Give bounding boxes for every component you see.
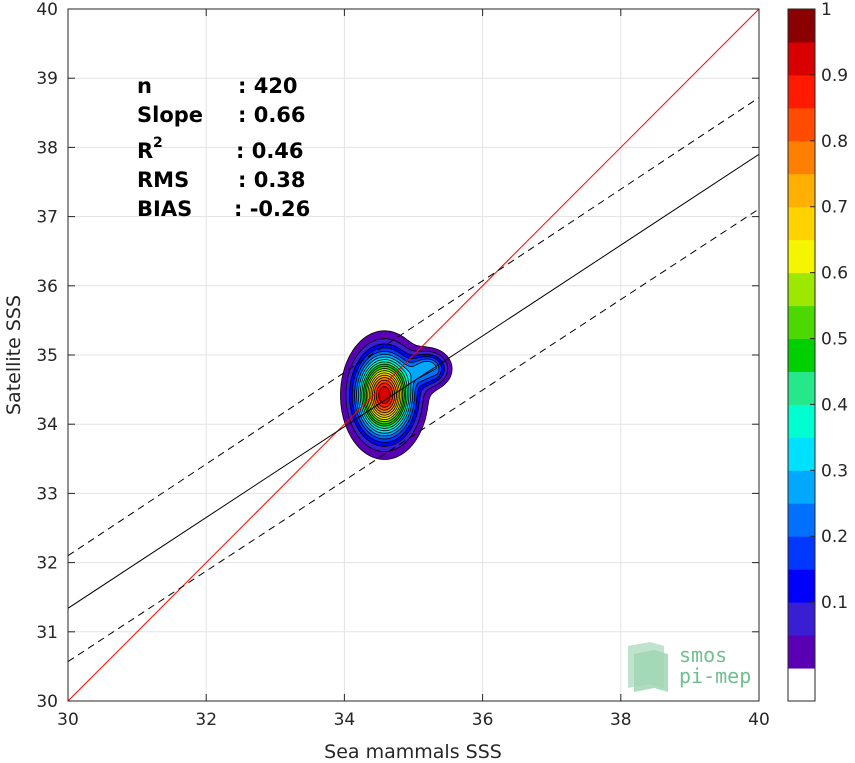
x-tick-label: 40	[748, 710, 770, 730]
colorbar-segment	[788, 305, 815, 340]
logo: smos pi-mep	[628, 642, 751, 692]
stat-label: RMS	[137, 168, 189, 192]
colorbar-segment	[788, 371, 815, 405]
colorbar-tick-label: 0.7	[821, 198, 848, 218]
y-tick-label: 32	[36, 554, 58, 574]
colorbar-segment	[788, 41, 815, 76]
colorbar-segment	[788, 272, 815, 307]
colorbar-segment	[788, 437, 815, 471]
colorbar-segment	[788, 470, 815, 504]
y-tick-label: 31	[36, 623, 58, 643]
y-tick-label: 37	[36, 208, 58, 228]
y-tick-label: 40	[36, 0, 58, 20]
colorbar-segment	[788, 404, 815, 438]
colorbar-segment	[788, 206, 815, 241]
colorbar-tick-label: 1	[821, 0, 832, 20]
colorbar-segment	[788, 635, 815, 669]
y-tick-label: 34	[36, 415, 58, 435]
colorbar-segment	[788, 173, 815, 208]
y-axis-ticks: 30 31 32 33 34 35 36 37 38 39 40	[36, 0, 759, 712]
stat-value: : 0.46	[236, 139, 304, 163]
regression-lower-line	[68, 208, 759, 662]
stat-label: BIAS	[137, 197, 192, 221]
colorbar-frame	[787, 8, 816, 702]
x-tick-label: 30	[57, 710, 79, 730]
regression-line	[68, 153, 759, 609]
stat-value: : 0.38	[238, 168, 306, 192]
y-tick-label: 33	[36, 484, 58, 504]
colorbar-segment	[788, 602, 815, 636]
colorbar-segment	[788, 9, 815, 43]
stat-label: R	[137, 139, 153, 163]
stat-value: : -0.26	[234, 197, 310, 221]
colorbar-tick-label: 0.5	[821, 330, 848, 350]
x-tick-label: 36	[472, 710, 494, 730]
stat-value: : 0.66	[238, 103, 306, 127]
y-tick-label: 38	[36, 138, 58, 158]
reference-lines	[68, 9, 759, 701]
y-tick-label: 36	[36, 277, 58, 297]
colorbar-tick-label: 0.1	[821, 593, 848, 613]
density-contours	[340, 330, 453, 460]
y-tick-label: 39	[36, 69, 58, 89]
colorbar-segment	[788, 536, 815, 570]
colorbar-segment	[788, 668, 815, 702]
colorbar-segment	[788, 569, 815, 603]
y-axis-label: Satellite SSS	[3, 295, 25, 415]
colorbar-segment	[788, 338, 815, 372]
colorbar-tick-label: 0.9	[821, 66, 848, 86]
stat-label: n	[137, 74, 152, 98]
x-tick-label: 34	[334, 710, 356, 730]
x-tick-label: 38	[610, 710, 632, 730]
colorbar-tick-label: 0.6	[821, 264, 848, 284]
y-tick-label: 30	[36, 692, 58, 712]
colorbar-tick-label: 0.4	[821, 395, 848, 415]
x-tick-label: 32	[195, 710, 217, 730]
stats-box: n : 420 Slope : 0.66 R 2 : 0.46 RMS : 0.38 BIAS : …	[137, 74, 310, 221]
logo-line2: pi-mep	[679, 664, 751, 688]
x-axis-label: Sea mammals SSS	[324, 741, 502, 763]
logo-line1: smos	[679, 643, 727, 667]
colorbar: 0.1 0.2 0.3 0.4 0.5 0.6 0.7 0.8 0.9 1	[787, 0, 848, 702]
colorbar-tick-label: 0.3	[821, 461, 848, 481]
colorbar-segment	[788, 107, 815, 142]
stat-label: Slope	[137, 103, 203, 127]
density-contour-level-19	[378, 386, 391, 405]
logo-mark-icon-layer	[634, 650, 668, 692]
colorbar-segment	[788, 503, 815, 537]
stat-label-superscript: 2	[153, 135, 163, 151]
stat-value: : 420	[238, 74, 298, 98]
colorbar-segment	[788, 74, 815, 109]
colorbar-tick-label: 0.8	[821, 132, 848, 152]
y-tick-label: 35	[36, 346, 58, 366]
regression-upper-line	[68, 97, 759, 557]
colorbar-tick-label: 0.2	[821, 527, 848, 547]
x-axis-ticks: 30 32 34 36 38 40	[57, 9, 770, 730]
colorbar-segment	[788, 239, 815, 274]
colorbar-segment	[788, 140, 815, 175]
